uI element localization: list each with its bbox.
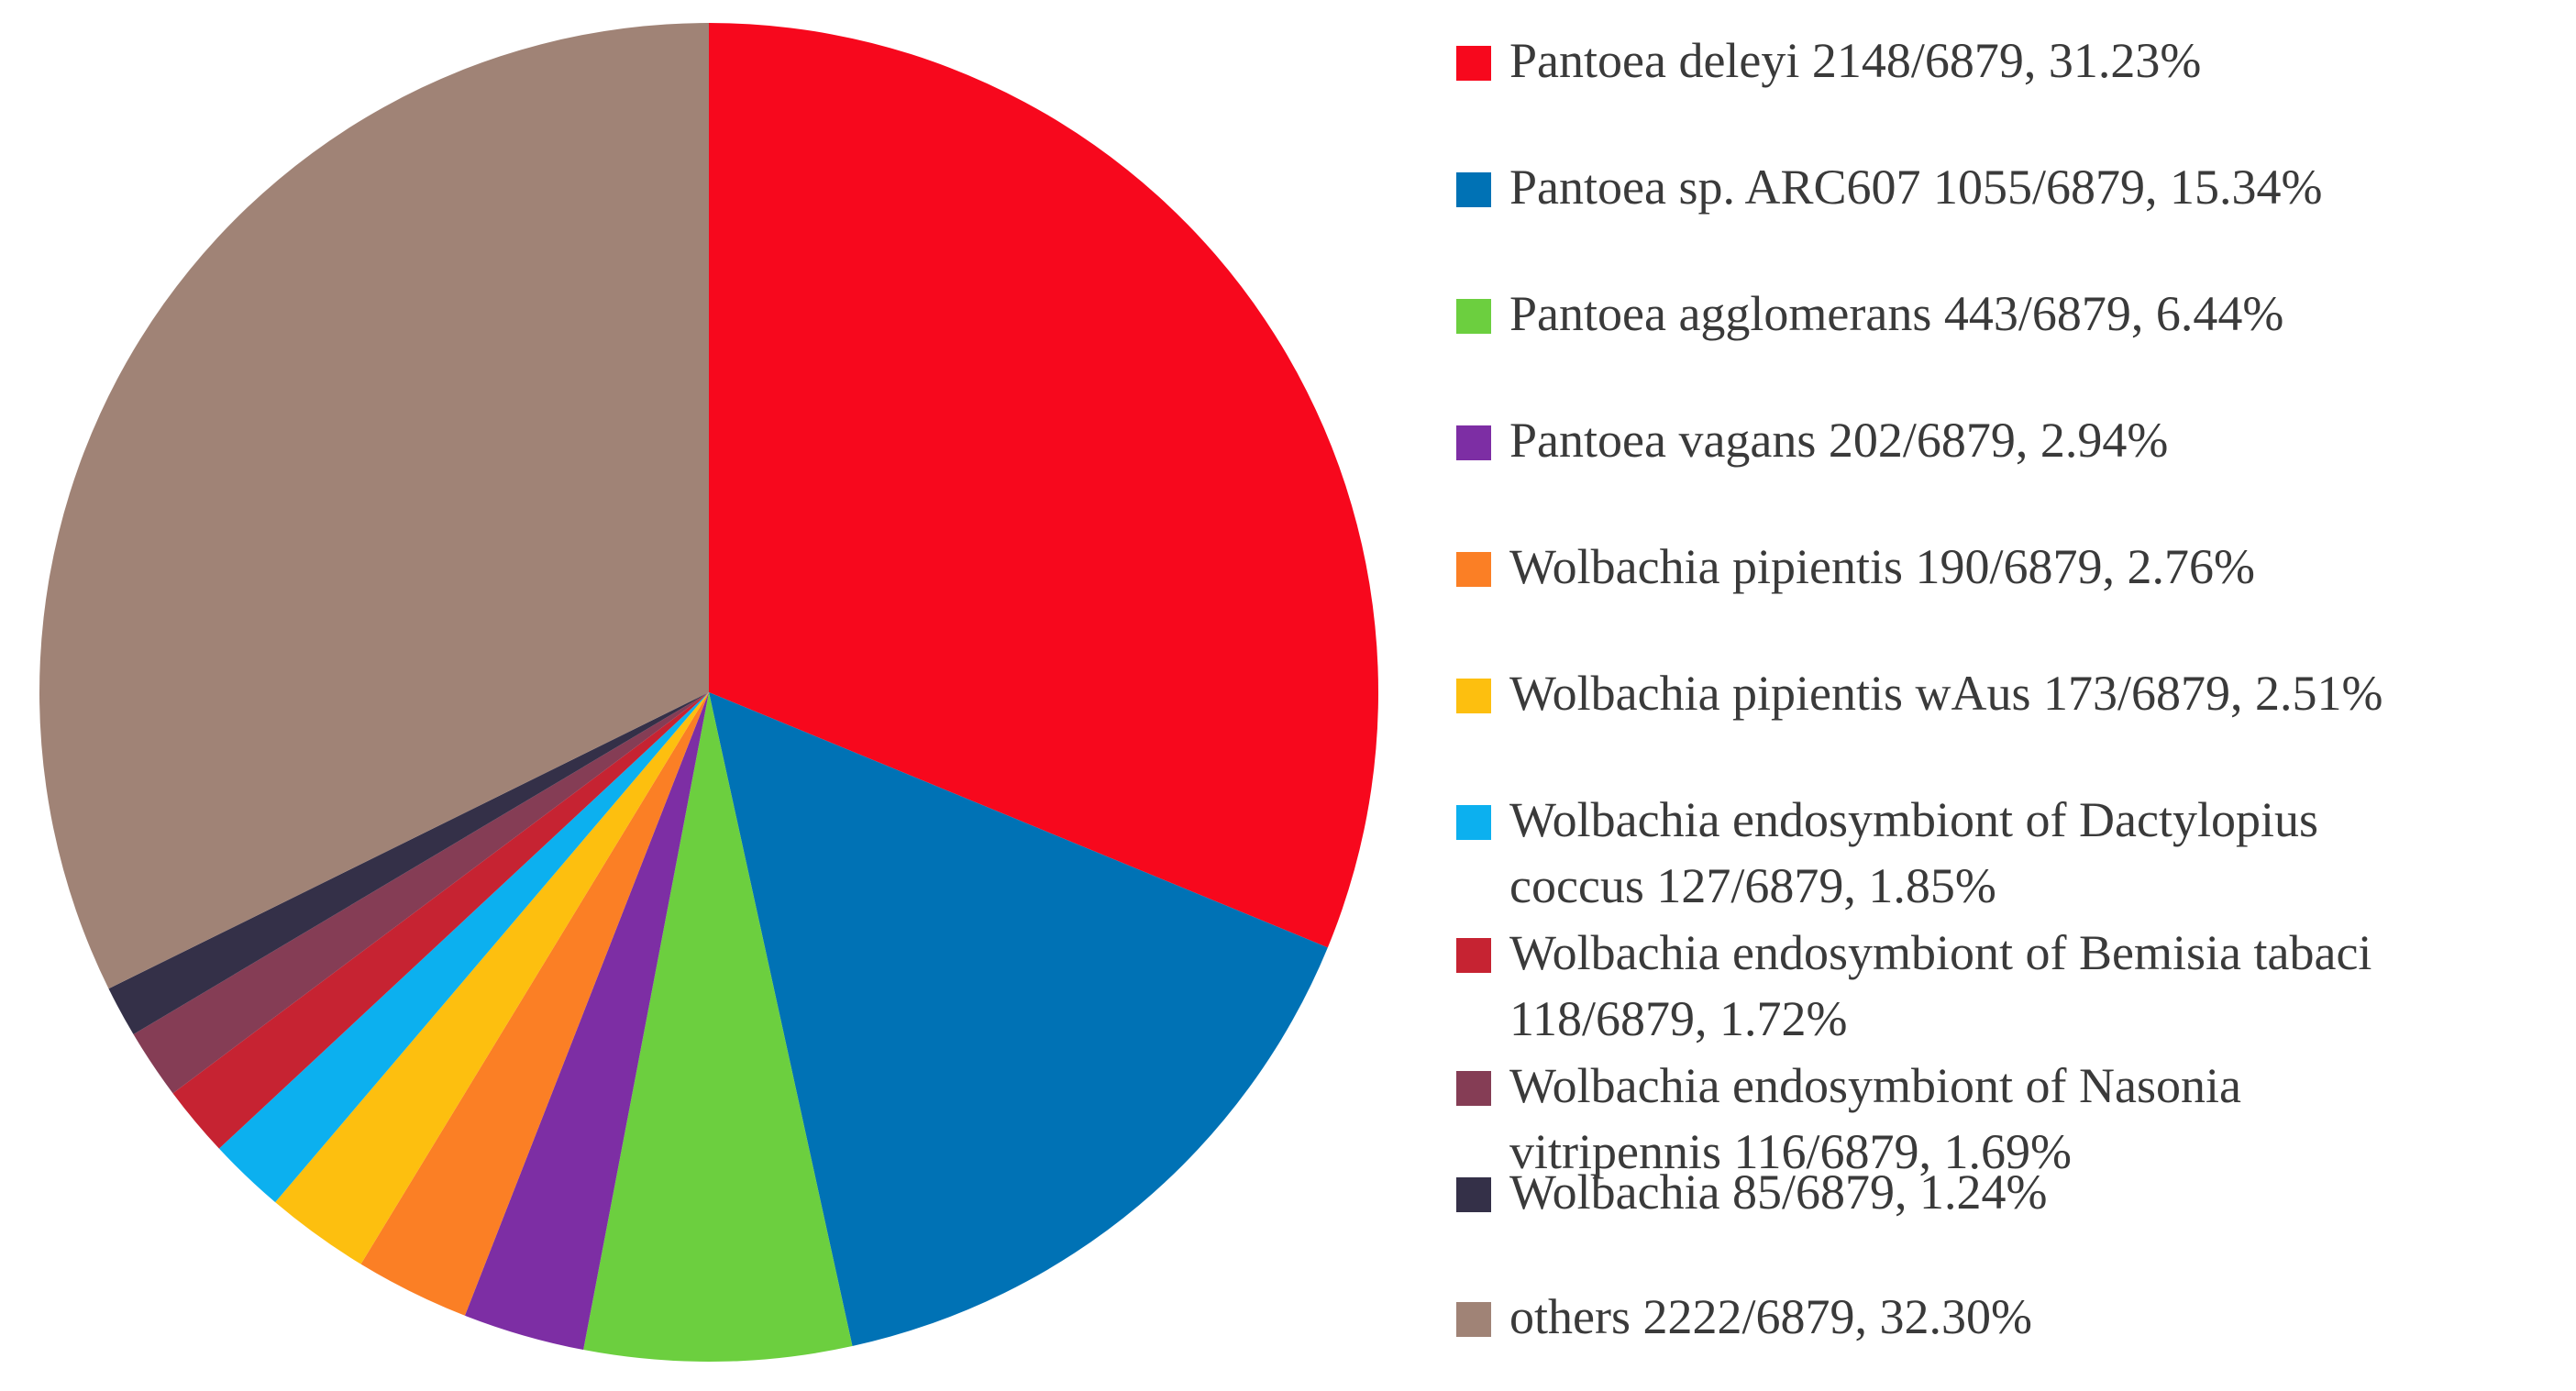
legend-label-line: vitripennis 116/6879, 1.69% [1509, 1124, 2072, 1179]
legend-swatch [1456, 425, 1491, 460]
pie-slice-4 [360, 692, 709, 1316]
pie-slice-6 [218, 692, 709, 1203]
pie-slice-0 [709, 23, 1378, 948]
legend-label: Pantoea deleyi 2148/6879, 31.23% [1509, 28, 2201, 94]
legend-label: others 2222/6879, 32.30% [1509, 1284, 2032, 1350]
pie-slice-1 [709, 692, 1328, 1347]
chart-legend: Pantoea deleyi 2148/6879, 31.23% Pantoea … [1456, 0, 2570, 1391]
legend-label: Wolbachia endosymbiont of Bemisia tabaci… [1509, 920, 2371, 1052]
legend-swatch [1456, 1177, 1491, 1212]
legend-swatch [1456, 299, 1491, 334]
legend-label-line: Pantoea agglomerans 443/6879, 6.44% [1509, 286, 2284, 341]
legend-label: Pantoea sp. ARC607 1055/6879, 15.34% [1509, 154, 2323, 220]
legend-label: Pantoea vagans 202/6879, 2.94% [1509, 407, 2168, 473]
pie-slice-9 [108, 692, 710, 1035]
legend-swatch [1456, 679, 1491, 713]
legend-label-line: Wolbachia endosymbiont of Dactylopius [1509, 792, 2318, 847]
pie-slice-7 [172, 692, 710, 1149]
legend-label: Pantoea agglomerans 443/6879, 6.44% [1509, 281, 2283, 347]
legend-label-line: Wolbachia 85/6879, 1.24% [1509, 1165, 2048, 1220]
legend-label-line: others 2222/6879, 32.30% [1509, 1289, 2032, 1344]
pie-slice-10 [39, 23, 709, 989]
legend-swatch [1456, 938, 1491, 973]
legend-label: Wolbachia endosymbiont of Dactylopius coc… [1509, 787, 2318, 919]
pie-slice-8 [133, 692, 709, 1094]
pie-chart [39, 23, 1378, 1362]
legend-label-line: Wolbachia endosymbiont of Bemisia tabaci [1509, 925, 2372, 980]
legend-label-line: Wolbachia pipientis wAus 173/6879, 2.51% [1509, 666, 2383, 721]
pie-slice-2 [583, 692, 853, 1362]
legend-label: Wolbachia 85/6879, 1.24% [1509, 1159, 2048, 1225]
legend-label-line: Pantoea sp. ARC607 1055/6879, 15.34% [1509, 160, 2323, 215]
legend-swatch [1456, 805, 1491, 840]
legend-label-line: Pantoea deleyi 2148/6879, 31.23% [1509, 33, 2202, 88]
legend-label-line: Wolbachia endosymbiont of Nasonia [1509, 1058, 2241, 1113]
pie-slice-3 [464, 692, 709, 1351]
pie-slice-5 [275, 692, 709, 1264]
legend-swatch [1456, 552, 1491, 587]
legend-label-line: 118/6879, 1.72% [1509, 991, 1848, 1046]
legend-label: Wolbachia pipientis 190/6879, 2.76% [1509, 534, 2255, 600]
legend-swatch [1456, 46, 1491, 81]
legend-swatch [1456, 172, 1491, 207]
legend-label-line: coccus 127/6879, 1.85% [1509, 858, 1996, 913]
legend-label-line: Wolbachia pipientis 190/6879, 2.76% [1509, 539, 2256, 594]
legend-swatch [1456, 1302, 1491, 1337]
legend-label-line: Pantoea vagans 202/6879, 2.94% [1509, 413, 2169, 468]
legend-label: Wolbachia pipientis wAus 173/6879, 2.51% [1509, 660, 2383, 726]
legend-label: Wolbachia endosymbiont of Nasonia vitripe… [1509, 1053, 2241, 1185]
legend-swatch [1456, 1071, 1491, 1106]
